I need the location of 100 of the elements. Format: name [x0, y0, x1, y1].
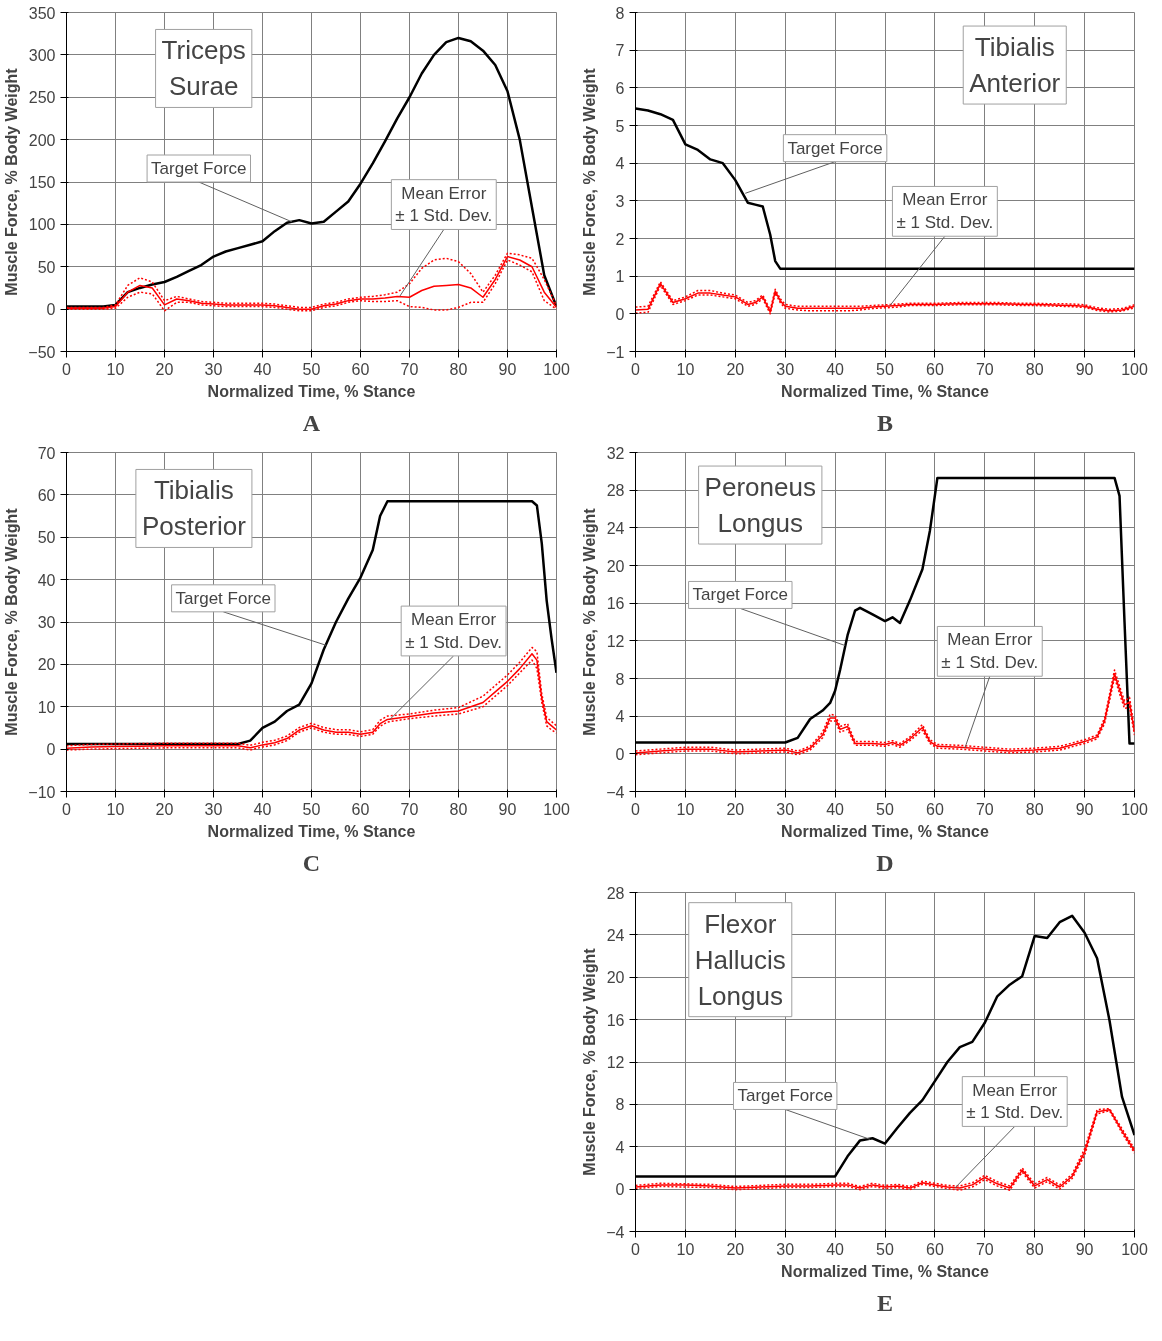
x-tick-label: 40 — [826, 360, 845, 378]
y-axis-title: Muscle Force, % Body Weight — [3, 507, 21, 736]
y-tick-label: 5 — [615, 117, 625, 135]
x-tick-label: 90 — [1075, 1240, 1094, 1258]
y-tick-label: −1 — [606, 343, 625, 361]
text: B — [877, 409, 894, 436]
y-axis-title: Muscle Force, % Body Weight — [581, 947, 599, 1176]
y-tick-label: −4 — [606, 783, 625, 801]
x-tick-label: 70 — [975, 800, 994, 818]
x-tick-label: 90 — [1075, 360, 1094, 378]
annotation: Target Force — [787, 138, 883, 158]
y-tick-label: 40 — [37, 571, 56, 589]
x-tick-label: 70 — [975, 1240, 994, 1258]
x-tick-label: 0 — [631, 1240, 641, 1258]
x-tick-label: 60 — [926, 1240, 944, 1258]
y-tick-label: 16 — [606, 595, 625, 613]
x-axis-title: Normalized Time, % Stance — [781, 822, 989, 840]
x-tick-label: 70 — [400, 800, 419, 818]
x-tick-label: 20 — [155, 800, 174, 818]
x-tick-label: 50 — [876, 800, 894, 818]
text: A — [302, 409, 321, 436]
text: Flexor Hallucis Longus — [694, 908, 786, 1011]
x-tick-label: 0 — [631, 800, 641, 818]
x-axis-title: Normalized Time, % Stance — [207, 822, 416, 840]
y-tick-label: 12 — [606, 632, 625, 650]
annotation: Mean Error ± 1 Std. Dev. — [395, 183, 493, 226]
x-tick-label: 30 — [776, 360, 795, 378]
y-tick-label: 0 — [615, 1181, 625, 1199]
y-tick-label: 24 — [606, 519, 625, 537]
y-axis-title: Muscle Force, % Body Weight — [581, 507, 599, 736]
x-tick-label: 50 — [876, 360, 894, 378]
x-tick-label: 80 — [1025, 800, 1044, 818]
x-tick-label: 80 — [449, 360, 468, 378]
x-tick-label: 0 — [62, 360, 72, 378]
y-tick-label: 28 — [606, 482, 625, 500]
x-tick-label: 0 — [631, 360, 641, 378]
x-tick-label: 60 — [926, 360, 944, 378]
y-tick-label: −10 — [28, 783, 56, 801]
annotation: Mean Error ± 1 Std. Dev. — [896, 190, 994, 233]
x-tick-label: 60 — [926, 800, 944, 818]
x-tick-label: 100 — [1121, 800, 1148, 818]
x-tick-label: 40 — [253, 360, 272, 378]
y-tick-label: 32 — [606, 444, 625, 462]
annotation: Mean Error ± 1 Std. Dev. — [941, 630, 1039, 673]
y-tick-label: 150 — [28, 174, 56, 191]
y-tick-label: 50 — [37, 258, 56, 276]
y-tick-label: 16 — [606, 1011, 625, 1029]
x-tick-label: 60 — [351, 360, 370, 378]
x-tick-label: 30 — [204, 800, 223, 818]
text: D — [876, 849, 894, 876]
x-tick-label: 100 — [543, 360, 570, 378]
annotation: Target Force — [151, 159, 247, 178]
y-tick-label: 0 — [615, 305, 625, 323]
y-tick-label: 8 — [615, 670, 625, 688]
x-tick-label: 100 — [1121, 1240, 1148, 1258]
y-tick-label: 50 — [37, 529, 56, 547]
y-tick-label: 70 — [37, 444, 56, 462]
x-tick-label: 10 — [676, 800, 695, 818]
x-tick-label: 30 — [204, 360, 223, 378]
x-tick-label: 60 — [351, 800, 370, 818]
x-tick-label: 100 — [1121, 360, 1148, 378]
x-tick-label: 70 — [400, 360, 419, 378]
annotation: Target Force — [175, 588, 272, 608]
x-tick-label: 30 — [776, 800, 795, 818]
annotation: Target Force — [692, 585, 789, 605]
y-axis-title: Muscle Force, % Body Weight — [3, 67, 21, 296]
y-tick-label: 1 — [615, 268, 625, 286]
x-tick-label: 30 — [776, 1240, 795, 1258]
x-tick-label: 40 — [826, 1240, 845, 1258]
y-tick-label: 250 — [28, 89, 56, 107]
text: C — [302, 849, 321, 876]
text: Tibialis Anterior — [969, 32, 1061, 99]
x-tick-label: 20 — [726, 360, 745, 378]
y-tick-label: 0 — [46, 301, 56, 319]
y-tick-label: 20 — [606, 557, 625, 575]
x-tick-label: 50 — [302, 360, 321, 378]
y-tick-label: 24 — [606, 926, 625, 944]
y-tick-label: 300 — [28, 46, 56, 64]
y-tick-label: 350 — [28, 4, 56, 22]
x-tick-label: 40 — [253, 800, 272, 818]
y-tick-label: 200 — [28, 131, 56, 149]
text: Peroneus Longus — [704, 472, 816, 539]
y-axis-title: Muscle Force, % Body Weight — [581, 67, 599, 296]
y-tick-label: 8 — [615, 1096, 625, 1114]
y-tick-label: 28 — [606, 884, 625, 902]
x-tick-label: 50 — [302, 800, 321, 818]
y-tick-label: 0 — [615, 745, 625, 763]
y-tick-label: 4 — [615, 708, 625, 726]
y-tick-label: 4 — [615, 155, 625, 173]
y-tick-label: 6 — [615, 79, 625, 97]
y-tick-label: 100 — [28, 216, 56, 234]
x-tick-label: 90 — [1075, 800, 1094, 818]
y-tick-label: 20 — [37, 656, 56, 674]
x-tick-label: 20 — [155, 360, 174, 378]
x-axis-title: Normalized Time, % Stance — [207, 382, 416, 400]
text: Triceps Surae — [161, 35, 246, 102]
x-tick-label: 50 — [876, 1240, 894, 1258]
text: Tibialis Posterior — [141, 475, 247, 542]
x-tick-label: 100 — [543, 800, 570, 818]
x-tick-label: 0 — [62, 800, 72, 818]
